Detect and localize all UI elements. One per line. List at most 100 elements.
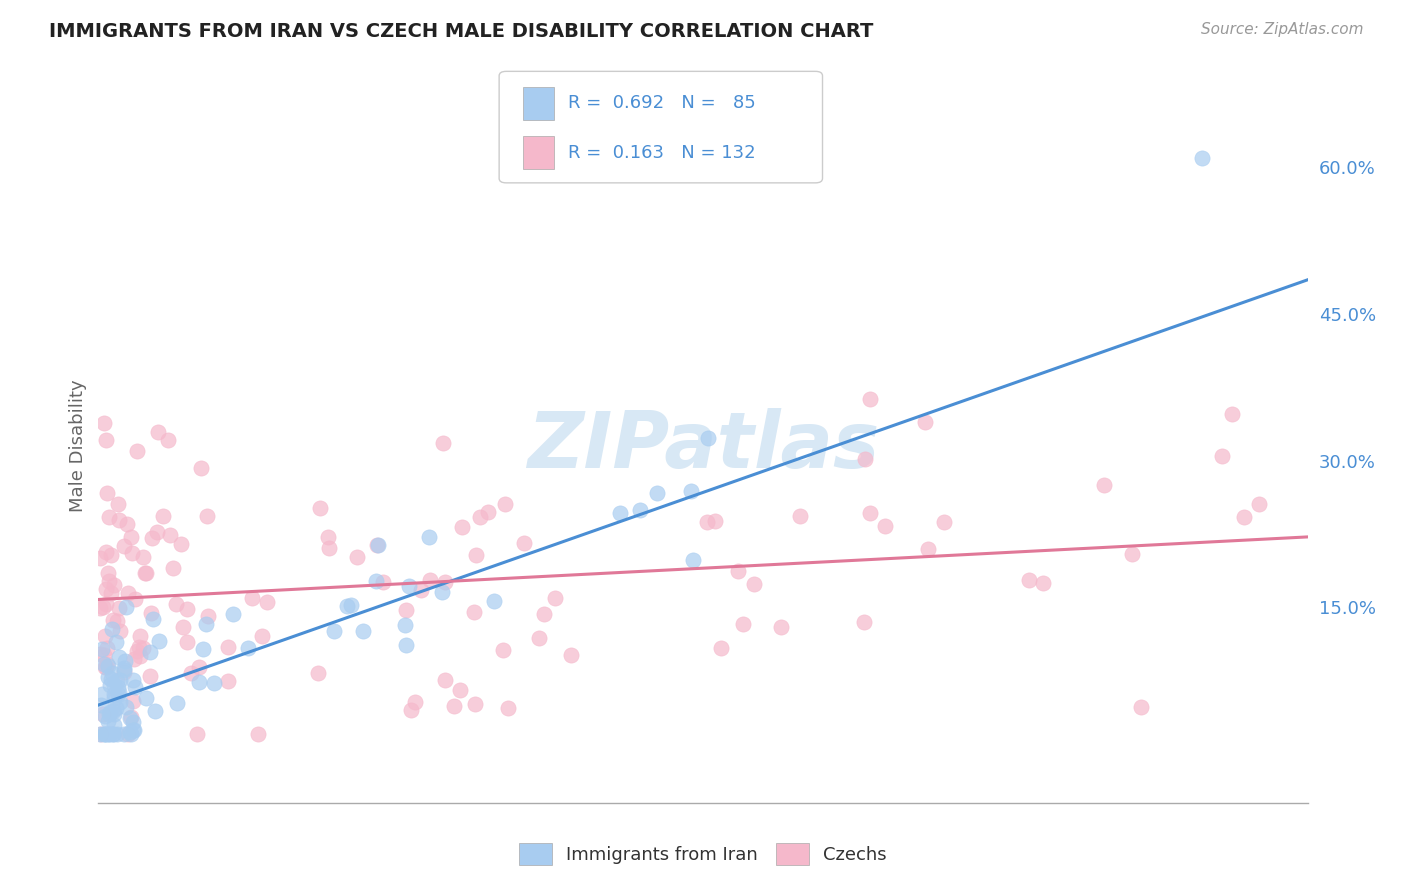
Point — [307, 666, 329, 681]
Point — [398, 579, 420, 593]
Point — [101, 622, 124, 636]
Point — [101, 613, 124, 627]
Point — [156, 433, 179, 447]
Point — [97, 510, 120, 524]
Point — [108, 650, 131, 665]
Point — [128, 640, 150, 655]
Point — [236, 641, 259, 656]
Point — [94, 597, 117, 611]
Point — [352, 624, 374, 638]
Point — [98, 705, 121, 719]
Point — [114, 599, 136, 614]
Point — [394, 618, 416, 632]
Point — [122, 714, 145, 729]
Point — [96, 727, 118, 741]
Point — [464, 697, 486, 711]
Point — [162, 561, 184, 575]
Y-axis label: Male Disability: Male Disability — [69, 380, 87, 512]
Point — [91, 600, 114, 615]
Point — [527, 631, 550, 645]
Point — [105, 674, 128, 689]
Text: R =  0.692   N =   85: R = 0.692 N = 85 — [568, 95, 756, 112]
Point — [101, 704, 124, 718]
Point — [852, 615, 875, 629]
Legend: Immigrants from Iran, Czechs: Immigrants from Iran, Czechs — [512, 836, 894, 872]
Point — [103, 678, 125, 692]
Point — [1121, 547, 1143, 561]
Point — [188, 659, 211, 673]
Point — [89, 648, 111, 662]
Point — [449, 682, 471, 697]
Point — [197, 508, 219, 523]
Point — [94, 660, 117, 674]
Point — [859, 506, 882, 520]
Point — [411, 583, 433, 598]
Text: Source: ZipAtlas.com: Source: ZipAtlas.com — [1201, 22, 1364, 37]
Point — [93, 648, 115, 662]
Point — [176, 602, 198, 616]
Point — [190, 460, 212, 475]
Point — [366, 538, 388, 552]
Point — [165, 597, 187, 611]
Point — [932, 515, 955, 529]
Point — [432, 436, 454, 450]
Point — [170, 537, 193, 551]
Point — [101, 665, 124, 680]
Point — [94, 727, 117, 741]
Point — [121, 546, 143, 560]
Point — [100, 548, 122, 562]
Point — [316, 530, 339, 544]
Point — [112, 664, 135, 678]
Point — [105, 701, 128, 715]
Point — [148, 634, 170, 648]
Point — [118, 710, 141, 724]
Point — [703, 514, 725, 528]
Point — [107, 680, 129, 694]
Point — [434, 574, 457, 589]
Point — [96, 657, 118, 671]
Point — [141, 531, 163, 545]
Point — [139, 645, 162, 659]
Point — [124, 592, 146, 607]
Point — [186, 727, 208, 741]
Point — [681, 483, 703, 498]
Point — [114, 699, 136, 714]
Point — [191, 642, 214, 657]
Point — [142, 612, 165, 626]
Point — [90, 727, 112, 741]
Point — [93, 727, 115, 741]
Point — [103, 691, 125, 706]
Point — [143, 704, 166, 718]
Point — [172, 620, 194, 634]
Point — [450, 520, 472, 534]
Point — [609, 506, 631, 520]
Point — [494, 497, 516, 511]
Point — [103, 686, 125, 700]
Point — [443, 698, 465, 713]
Point — [1247, 497, 1270, 511]
Point — [217, 674, 239, 689]
Point — [94, 629, 117, 643]
Point — [122, 651, 145, 665]
Point — [97, 714, 120, 728]
Point — [114, 654, 136, 668]
Point — [117, 727, 139, 741]
Point — [477, 505, 499, 519]
Point — [146, 425, 169, 439]
Point — [112, 539, 135, 553]
Point — [108, 673, 131, 688]
Point — [139, 669, 162, 683]
Point — [112, 661, 135, 675]
Point — [543, 591, 565, 606]
Point — [129, 629, 152, 643]
Point — [127, 644, 149, 658]
Point — [336, 599, 359, 614]
Point — [112, 727, 135, 741]
Point — [318, 541, 340, 555]
Point — [1092, 478, 1115, 492]
Point — [159, 528, 181, 542]
Point — [188, 674, 211, 689]
Point — [419, 573, 441, 587]
Point — [1233, 509, 1256, 524]
Point — [122, 694, 145, 708]
